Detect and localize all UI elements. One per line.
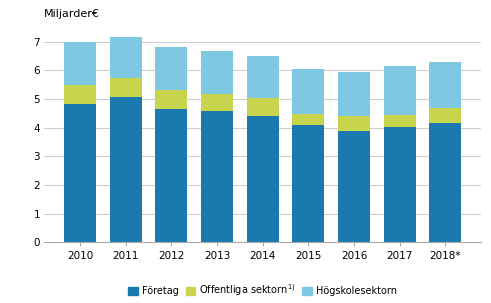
Bar bbox=[109, 97, 142, 242]
Bar bbox=[338, 131, 370, 242]
Bar bbox=[429, 122, 462, 242]
Bar bbox=[338, 116, 370, 131]
Bar bbox=[383, 115, 416, 127]
Text: Miljarder€: Miljarder€ bbox=[44, 9, 100, 19]
Bar bbox=[292, 125, 325, 242]
Bar bbox=[383, 127, 416, 242]
Bar bbox=[292, 115, 325, 125]
Bar bbox=[246, 116, 279, 242]
Bar bbox=[201, 111, 233, 242]
Bar bbox=[292, 69, 325, 115]
Bar bbox=[246, 98, 279, 116]
Bar bbox=[64, 104, 96, 242]
Bar bbox=[155, 89, 188, 109]
Bar bbox=[155, 109, 188, 242]
Bar bbox=[155, 47, 188, 89]
Bar bbox=[383, 66, 416, 115]
Bar bbox=[64, 85, 96, 104]
Bar bbox=[109, 78, 142, 97]
Bar bbox=[201, 94, 233, 111]
Bar bbox=[201, 51, 233, 94]
Bar bbox=[338, 72, 370, 116]
Bar bbox=[64, 42, 96, 85]
Bar bbox=[429, 62, 462, 108]
Legend: Företag, Offentliga sektorn$^{1)}$, Högskolesektorn: Företag, Offentliga sektorn$^{1)}$, Högs… bbox=[124, 278, 401, 302]
Bar bbox=[109, 37, 142, 78]
Bar bbox=[429, 108, 462, 122]
Bar bbox=[246, 56, 279, 98]
